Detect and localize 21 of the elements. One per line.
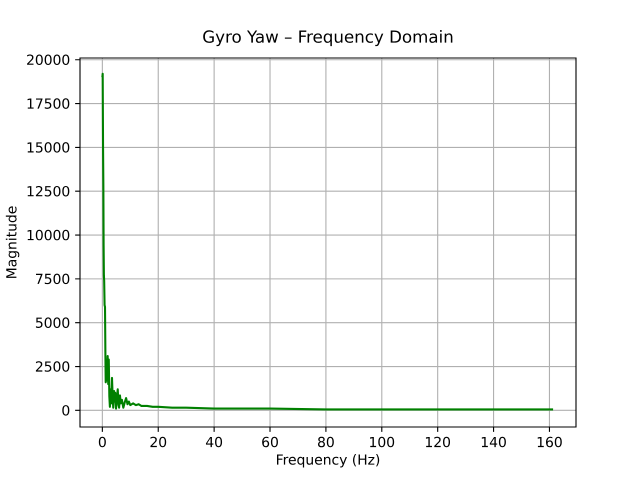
- y-tick-label: 5000: [36, 317, 70, 328]
- x-tick-label: 140: [482, 436, 506, 448]
- x-axis-title: Frequency (Hz): [277, 454, 380, 468]
- y-tick-label: 15000: [28, 142, 70, 153]
- y-tick-label: 20000: [27, 54, 70, 66]
- x-tick-label: 0: [98, 436, 106, 448]
- y-axis-title: Magnitude: [6, 206, 20, 278]
- x-tick-label: 20: [150, 436, 166, 448]
- x-tick-label: 80: [318, 436, 334, 448]
- y-tick-label: 12500: [28, 186, 70, 196]
- y-tick-label: 2500: [36, 361, 70, 372]
- y-tick-label: 17500: [28, 98, 70, 109]
- x-tick-label: 60: [262, 436, 278, 448]
- x-tick-label: 100: [370, 436, 394, 448]
- x-tick-label: 120: [426, 436, 450, 448]
- y-tick-label: 10000: [28, 230, 70, 240]
- y-tick-label: 0: [62, 405, 70, 416]
- x-tick-label: 160: [538, 436, 562, 448]
- chart-title: Gyro Yaw – Frequency Domain: [203, 30, 452, 46]
- y-tick-label: 7500: [36, 274, 70, 284]
- x-tick-label: 40: [206, 436, 222, 448]
